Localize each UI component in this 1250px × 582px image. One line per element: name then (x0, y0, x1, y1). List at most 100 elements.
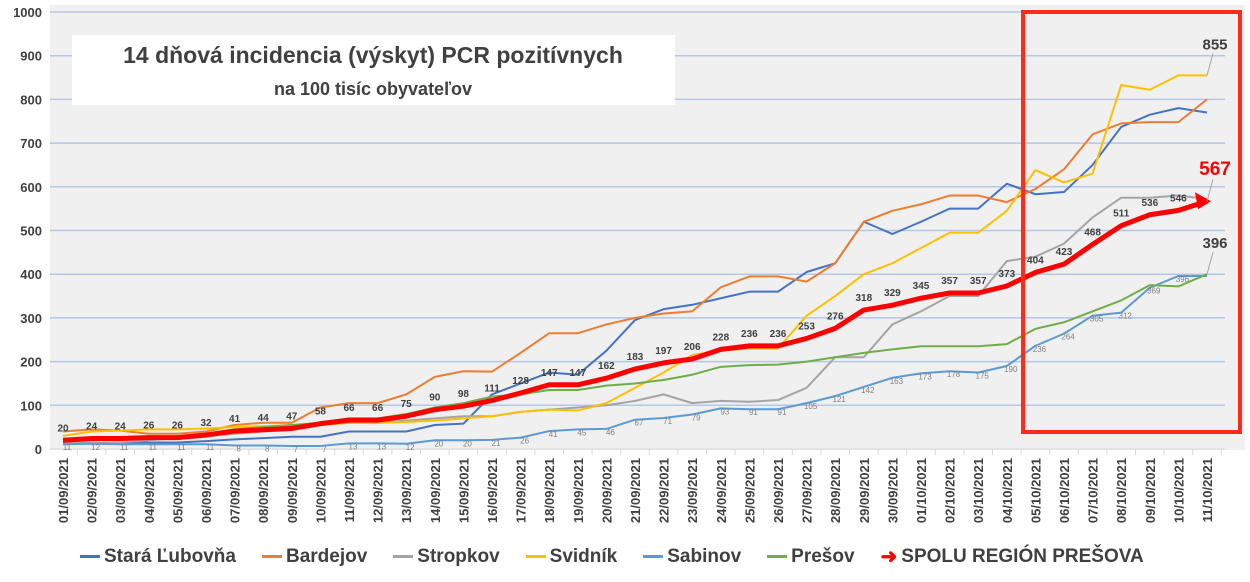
data-label-sabinov: 20 (463, 439, 472, 448)
data-label-sabinov: 13 (349, 442, 358, 451)
data-label-total: 236 (770, 329, 787, 340)
legend-label: Svidník (549, 545, 618, 567)
arrow-head-icon (1195, 192, 1211, 210)
callout-leader (1206, 252, 1214, 275)
legend-swatch (80, 555, 100, 558)
x-tick-label: 29/09/2021 (857, 458, 872, 523)
data-label-total: 206 (684, 342, 701, 353)
callout-leader (1206, 179, 1214, 202)
y-tick-label: 600 (20, 180, 42, 195)
legend-label: Stropkov (417, 545, 500, 567)
data-label-total: 276 (827, 311, 844, 322)
data-label-sabinov: 163 (890, 377, 904, 386)
data-label-sabinov: 67 (635, 419, 644, 428)
x-tick-label: 06/10/2021 (1057, 458, 1072, 523)
x-tick-label: 01/10/2021 (914, 458, 929, 523)
data-label-total: 66 (372, 403, 384, 414)
data-label-sabinov: 121 (833, 395, 847, 404)
x-tick-label: 12/09/2021 (371, 458, 386, 523)
data-label-sabinov: 173 (918, 372, 932, 381)
data-label-total: 32 (200, 418, 212, 429)
y-tick-label: 400 (20, 267, 42, 282)
x-tick-label: 25/09/2021 (742, 458, 757, 523)
series-line-sabinov (62, 274, 1207, 447)
x-tick-label: 18/09/2021 (542, 458, 557, 523)
callout-label: 855 (1202, 36, 1227, 53)
legend-item: Prešov (767, 545, 855, 568)
x-tick-label: 21/09/2021 (628, 458, 643, 523)
data-label-total: 183 (627, 352, 644, 363)
x-tick-label: 10/09/2021 (313, 458, 328, 523)
x-tick-label: 05/10/2021 (1028, 458, 1043, 523)
y-tick-label: 900 (20, 49, 42, 64)
x-tick-label: 24/09/2021 (714, 458, 729, 523)
y-tick-label: 800 (20, 92, 42, 107)
data-label-sabinov: 71 (663, 417, 672, 426)
data-label-sabinov: 369 (1147, 287, 1161, 296)
data-label-total: 24 (115, 422, 127, 433)
x-tick-label: 01/09/2021 (56, 458, 71, 523)
x-tick-label: 09/10/2021 (1143, 458, 1158, 523)
x-tick-label: 09/09/2021 (285, 458, 300, 523)
legend-label: Prešov (791, 545, 855, 567)
callout-label: 567 (1199, 159, 1231, 180)
data-label-total: 511 (1113, 209, 1130, 220)
data-label-total: 26 (172, 421, 184, 432)
x-tick-label: 03/09/2021 (113, 458, 128, 523)
x-tick-label: 03/10/2021 (971, 458, 986, 523)
data-label-sabinov: 20 (434, 439, 443, 448)
data-label-total: 329 (884, 288, 901, 299)
x-tick-label: 13/09/2021 (399, 458, 414, 523)
x-tick-label: 08/10/2021 (1114, 458, 1129, 523)
data-label-total: 357 (941, 276, 958, 287)
y-tick-label: 100 (20, 398, 42, 413)
data-label-total: 20 (57, 423, 69, 434)
data-label-total: 423 (1056, 247, 1073, 258)
data-label-sabinov: 11 (177, 443, 186, 452)
legend: Stará Ľubovňa Bardejov Stropkov Svidník Sabi… (80, 544, 1144, 569)
legend-swatch (525, 555, 546, 558)
data-label-total: 404 (1027, 255, 1044, 266)
data-label-total: 66 (343, 403, 355, 414)
legend-swatch (767, 555, 788, 558)
data-label-total: 318 (855, 293, 872, 304)
title-box (72, 35, 675, 105)
data-label-sabinov: 21 (492, 439, 501, 448)
data-label-total: 357 (970, 276, 987, 287)
legend-item: Bardejov (261, 546, 367, 568)
y-tick-label: 700 (20, 136, 42, 151)
y-tick-label: 500 (20, 224, 42, 239)
data-label-total: 24 (86, 422, 98, 433)
data-label-total: 546 (1170, 193, 1187, 204)
y-tick-label: 300 (20, 311, 42, 326)
data-label-total: 253 (798, 321, 815, 332)
data-label-total: 536 (1141, 198, 1158, 209)
x-tick-label: 11/10/2021 (1200, 458, 1215, 522)
x-tick-label: 27/09/2021 (800, 458, 815, 523)
x-tick-label: 16/09/2021 (485, 458, 500, 523)
data-label-sabinov: 12 (406, 443, 415, 452)
x-tick-label: 20/09/2021 (599, 458, 614, 523)
x-tick-label: 05/09/2021 (170, 458, 185, 523)
x-tick-label: 17/09/2021 (514, 458, 529, 523)
data-label-total: 236 (741, 329, 758, 340)
data-label-sabinov: 305 (1090, 315, 1104, 324)
data-label-sabinov: 8 (265, 445, 270, 454)
callout-label: 396 (1202, 235, 1227, 252)
legend-swatch (643, 555, 664, 558)
x-tick-label: 02/09/2021 (85, 458, 100, 523)
x-tick-label: 08/09/2021 (256, 458, 271, 523)
y-tick-label: 1000 (13, 5, 42, 20)
legend-item: ➜ SPOLU REGIÓN PREŠOVA (881, 544, 1144, 569)
data-label-sabinov: 13 (377, 442, 386, 451)
x-tick-label: 22/09/2021 (657, 458, 672, 523)
data-label-total: 128 (512, 376, 529, 387)
data-label-total: 197 (655, 346, 672, 357)
series-line-spolu-región-prešova (62, 198, 1208, 443)
data-label-sabinov: 396 (1176, 275, 1190, 284)
x-tick-label: 02/10/2021 (943, 458, 958, 523)
data-label-sabinov: 11 (149, 443, 158, 452)
data-label-total: 147 (569, 368, 586, 379)
series-line-stará-ľubovňa (63, 107, 1208, 444)
data-label-sabinov: 190 (1004, 365, 1018, 374)
